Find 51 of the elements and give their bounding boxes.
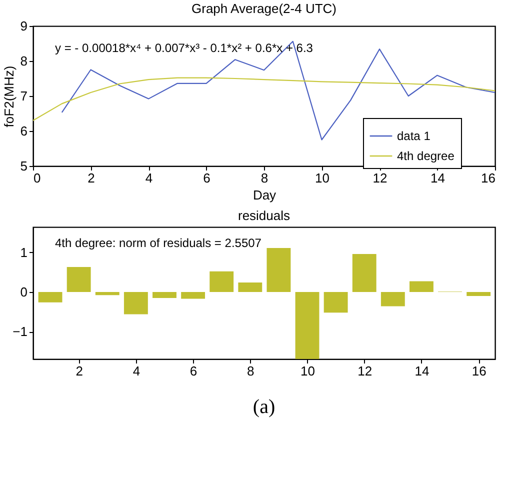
annotation: y = - 0.00018*x⁴ + 0.007*x³ - 0.1*x² + 0.6*x + 6.3: [55, 41, 314, 55]
x-tick-label: 16: [481, 170, 496, 186]
x-tick-label: 2: [88, 170, 95, 186]
x-tick-label: 16: [472, 364, 486, 378]
x-tick-label: 4: [145, 170, 153, 186]
x-tick-label: 4: [132, 364, 140, 378]
x-tick-label: 10: [315, 170, 330, 186]
bar: [152, 292, 176, 298]
bar: [295, 292, 320, 359]
x-tick-label: 12: [358, 364, 372, 378]
legend-label: data 1: [397, 129, 431, 143]
legend-label: 4th degree: [397, 149, 455, 163]
y-tick-label: 5: [20, 158, 28, 174]
y-tick-label: 8: [20, 54, 28, 68]
bar: [66, 267, 91, 292]
x-tick-label: 0: [34, 170, 41, 186]
x-tick-label: 8: [260, 170, 268, 186]
bar: [466, 292, 491, 296]
x-tick-label: 14: [414, 364, 430, 378]
x-tick-label: 14: [430, 170, 445, 186]
line-series: [33, 77, 495, 122]
chart-title: residuals: [238, 208, 291, 223]
bar: [380, 292, 405, 306]
x-tick-label: 10: [300, 364, 315, 378]
text: (a): [252, 396, 276, 418]
bar: [266, 248, 291, 292]
chart-title: Graph Average(2-4 UTC): [192, 1, 336, 16]
bar: [95, 292, 120, 296]
bar: [210, 271, 234, 292]
line-series: [61, 40, 495, 140]
x-tick-label: 8: [247, 364, 254, 378]
bar: [410, 281, 434, 292]
y-tick-label: 7: [20, 88, 28, 104]
x-tick-label: 12: [372, 170, 388, 186]
y-tick-label: 9: [20, 18, 28, 34]
y-tick-label: 0: [20, 284, 28, 300]
bar: [124, 292, 148, 314]
y-axis-title: foF2(MHz): [1, 66, 16, 128]
bar: [181, 292, 206, 299]
bar: [238, 282, 262, 292]
bar: [324, 292, 348, 313]
bar: [352, 254, 376, 292]
x-tick-label: 6: [203, 170, 210, 186]
bar: [38, 292, 62, 302]
x-tick-label: 6: [190, 364, 198, 378]
x-axis-title: Day: [252, 188, 277, 202]
y-tick-label: 1: [20, 244, 28, 260]
annotation: 4th degree: norm of residuals = 2.5507: [55, 236, 262, 250]
y-tick-label: −1: [12, 324, 28, 340]
x-tick-label: 2: [76, 364, 83, 378]
y-tick-label: 6: [20, 124, 28, 138]
